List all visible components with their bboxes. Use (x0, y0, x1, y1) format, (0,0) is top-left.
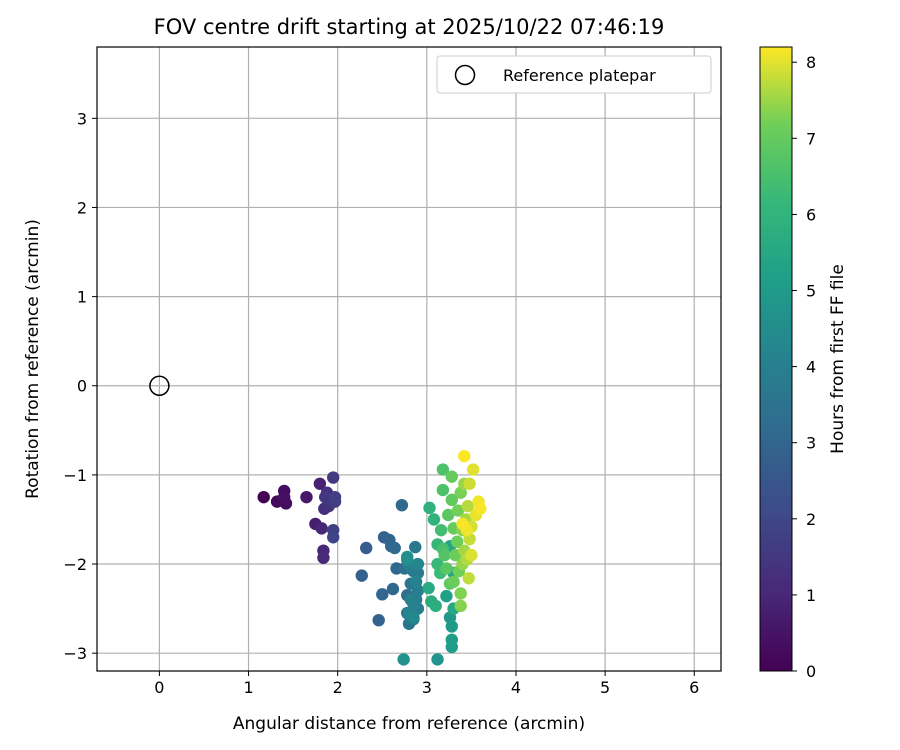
data-point (376, 588, 389, 601)
data-point (474, 502, 487, 515)
legend: Reference platepar (436, 55, 712, 94)
data-point (445, 470, 458, 483)
data-point (388, 541, 401, 555)
legend-marker-icon (454, 64, 476, 86)
x-tick-label: 6 (689, 678, 699, 697)
data-point (423, 501, 436, 515)
y-tick-label: −1 (63, 466, 87, 485)
x-tick-label: 2 (333, 678, 343, 697)
data-point (445, 620, 458, 633)
x-tick-label: 0 (154, 678, 164, 697)
colorbar-tick-label: 7 (806, 129, 816, 148)
data-points (257, 449, 487, 666)
chart-title: FOV centre drift starting at 2025/10/22 … (154, 15, 665, 39)
data-point (429, 599, 442, 613)
y-tick-label: 0 (77, 377, 87, 396)
plot-frame (96, 46, 722, 672)
data-point (427, 513, 441, 526)
data-point (397, 653, 410, 666)
data-point (431, 653, 444, 666)
colorbar-tick-label: 5 (806, 282, 816, 301)
colorbar-tick-label: 1 (806, 586, 816, 605)
legend-box (436, 55, 712, 94)
x-tick-label: 4 (511, 678, 521, 697)
colorbar-tick-label: 2 (806, 510, 816, 529)
data-point (438, 548, 451, 562)
y-axis-label: Rotation from reference (arcmin) (23, 219, 43, 499)
data-point (395, 498, 409, 512)
y-tick-label: 3 (77, 109, 87, 128)
data-point (445, 640, 458, 654)
data-point (404, 593, 417, 606)
data-point (327, 471, 340, 484)
colorbar-tick-label: 4 (806, 358, 816, 377)
data-point (327, 531, 340, 544)
y-tick-label: −3 (63, 644, 87, 663)
data-point (401, 550, 414, 564)
colorbar-tick-label: 6 (806, 205, 816, 224)
data-point (409, 575, 423, 589)
reference-point (149, 375, 170, 396)
colorbar-tick-label: 8 (806, 53, 816, 72)
data-point (355, 569, 368, 582)
data-point (447, 575, 460, 589)
data-point (422, 581, 435, 595)
data-point (436, 463, 450, 476)
data-point (315, 522, 328, 535)
x-axis-ticks: 0 1 2 3 4 5 6 (154, 671, 699, 697)
data-point (436, 483, 450, 497)
data-point (450, 535, 464, 548)
colorbar-tick-label: 0 (806, 662, 816, 681)
data-point (328, 490, 342, 504)
y-tick-label: 2 (77, 198, 87, 217)
data-point (360, 541, 373, 555)
data-point (458, 449, 471, 463)
y-tick-label: 1 (77, 288, 87, 307)
data-point (411, 557, 425, 571)
data-point (454, 587, 467, 600)
data-point (257, 490, 270, 504)
y-axis-ticks: −3 −2 −1 0 1 2 3 (63, 109, 97, 663)
data-point (409, 540, 422, 554)
data-point (440, 562, 453, 575)
legend-entry-label: Reference platepar (503, 66, 656, 85)
data-point (456, 517, 469, 531)
data-point (434, 523, 448, 537)
data-point (442, 508, 455, 522)
colorbar-label: Hours from first FF file (828, 264, 848, 454)
data-point (313, 477, 327, 490)
data-point (317, 551, 330, 564)
colorbar-tick-label: 3 (806, 434, 816, 453)
data-point (440, 589, 453, 603)
colorbar (759, 46, 793, 672)
x-tick-label: 5 (600, 678, 610, 697)
data-point (278, 490, 291, 504)
data-point (454, 599, 467, 613)
data-point (462, 572, 475, 585)
data-point (319, 490, 332, 504)
data-point (465, 548, 478, 562)
colorbar-ticks: 0 1 2 3 4 5 6 7 8 (792, 53, 816, 681)
data-point (407, 611, 420, 624)
data-point (372, 613, 385, 627)
data-point (466, 463, 480, 476)
x-tick-label: 1 (243, 678, 253, 697)
data-point (451, 504, 465, 517)
grid-lines (97, 47, 721, 671)
data-point (463, 477, 476, 490)
data-point (445, 493, 458, 507)
data-point (461, 499, 475, 513)
y-tick-label: −2 (63, 555, 87, 574)
x-axis-label: Angular distance from reference (arcmin) (233, 714, 585, 734)
data-point (386, 582, 400, 596)
x-tick-label: 3 (422, 678, 432, 697)
reference-platepar-marker (149, 375, 170, 396)
data-point (300, 490, 313, 504)
